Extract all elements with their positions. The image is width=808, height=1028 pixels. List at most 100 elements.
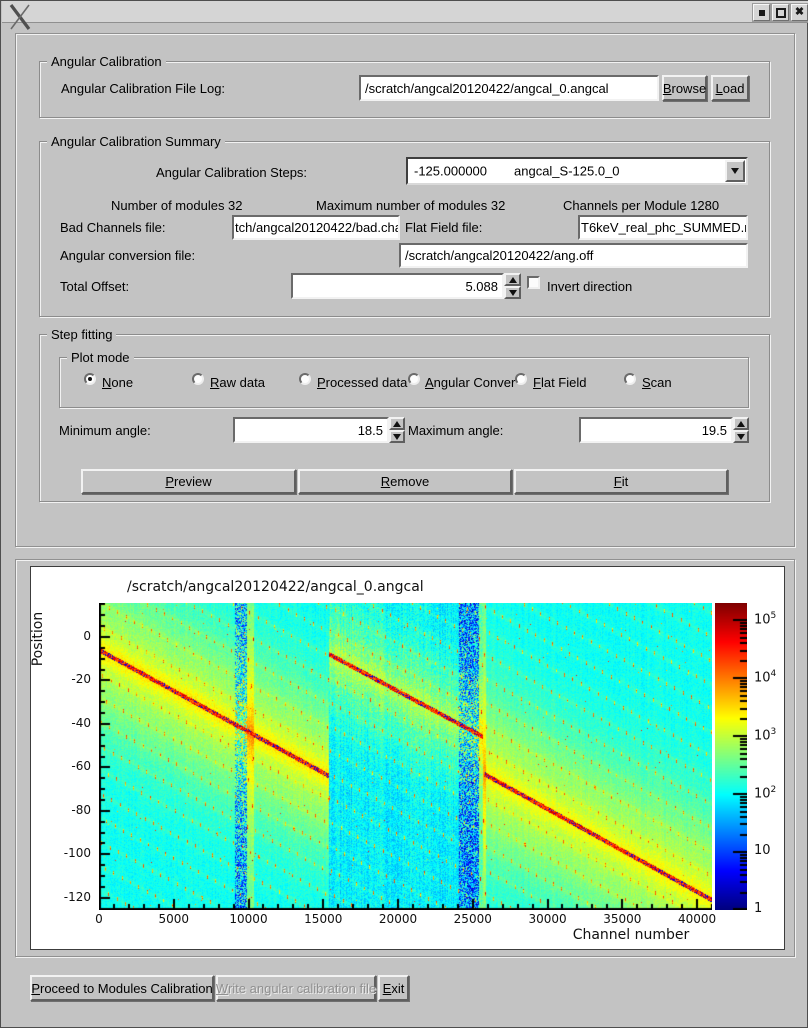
flat-field-input[interactable]: T6keV_real_phc_SUMMED.raw <box>578 215 748 240</box>
x-tick-label: 0 <box>95 912 103 926</box>
spin-down-button[interactable] <box>389 430 405 443</box>
dropdown-arrow-button[interactable] <box>725 160 745 182</box>
bad-channels-input[interactable]: tch/angcal20120422/bad.chan <box>232 215 400 240</box>
ang-conversion-value: /scratch/angcal20120422/ang.off <box>405 248 594 263</box>
exit-button[interactable]: Exit <box>378 975 409 1001</box>
write-angular-calibration-file-button: Write angular calibration file <box>216 975 376 1001</box>
y-tick-label: -60 <box>71 759 91 774</box>
file-log-value: /scratch/angcal20120422/angcal_0.angcal <box>365 80 609 96</box>
steps-name: angcal_S-125.0_0 <box>514 163 620 179</box>
max-angle-input[interactable]: 19.5 <box>579 417 733 443</box>
radio-raw-data-label[interactable]: Raw data <box>210 375 265 390</box>
ang-conversion-input[interactable]: /scratch/angcal20120422/ang.off <box>399 243 748 268</box>
spin-up-button[interactable] <box>733 417 749 430</box>
angular-calibration-legend: Angular Calibration <box>47 54 166 69</box>
arrow-up-icon <box>393 420 401 427</box>
bad-channels-label: Bad Channels file: <box>60 220 166 235</box>
radio-scan[interactable] <box>624 373 636 385</box>
spin-down-button[interactable] <box>504 286 521 299</box>
x-tick-label: 35000 <box>603 912 642 926</box>
x-axis-label: Channel number <box>572 927 690 943</box>
y-tick-label: -120 <box>63 889 91 904</box>
arrow-down-icon <box>737 433 745 440</box>
steps-value: -125.000000 <box>414 163 488 179</box>
y-tick-label: -100 <box>63 846 91 861</box>
spin-up-button[interactable] <box>389 417 405 430</box>
plot-title: /scratch/angcal20120422/angcal_0.angcal <box>127 579 424 595</box>
radio-angular-conversion-label[interactable]: Angular Conver <box>425 375 516 390</box>
y-tick-label: -40 <box>71 715 91 730</box>
x-tick-label: 30000 <box>528 912 567 926</box>
plot-mode-group <box>59 357 749 408</box>
y-tick-label: -80 <box>71 802 91 817</box>
preview-button[interactable]: Preview <box>81 469 296 494</box>
arrow-up-icon <box>508 276 517 283</box>
total-offset-input[interactable]: 5.088 <box>291 273 504 299</box>
titlebar[interactable]: ✖ <box>2 1 808 30</box>
load-button[interactable]: Load <box>711 75 749 101</box>
summary-group <box>39 141 770 317</box>
channels-info: Channels per Module 1280 <box>563 198 720 213</box>
invert-direction-label[interactable]: Invert direction <box>547 279 633 294</box>
spin-up-button[interactable] <box>504 273 521 286</box>
arrow-down-icon <box>393 433 401 440</box>
plot-panel <box>15 559 795 957</box>
form-panel <box>15 33 795 547</box>
min-angle-input[interactable]: 18.5 <box>233 417 389 443</box>
radio-raw-data[interactable] <box>192 373 204 385</box>
steps-label: Angular Calibration Steps: <box>156 165 308 180</box>
min-angle-value: 18.5 <box>357 422 383 438</box>
flat-field-label: Flat Field file: <box>405 220 483 235</box>
total-offset-spinner <box>504 273 521 299</box>
radio-none[interactable] <box>84 373 96 385</box>
heatmap-canvas <box>99 603 712 910</box>
fit-button[interactable]: Fit <box>514 469 728 494</box>
radio-processed-data-label[interactable]: Processed data <box>317 375 408 390</box>
arrow-down-icon <box>508 289 517 296</box>
radio-flat-field-label[interactable]: Flat Field <box>533 375 587 390</box>
max-angle-label: Maximum angle: <box>408 423 504 438</box>
step-fitting-legend: Step fitting <box>47 327 117 342</box>
x-tick-label: 20000 <box>378 912 418 926</box>
radio-none-label[interactable]: None <box>102 375 134 390</box>
maximize-button[interactable] <box>772 4 789 21</box>
colorbar-tick-label: 105 <box>754 611 777 628</box>
browse-button[interactable]: Browse <box>662 75 707 101</box>
maximize-icon <box>775 7 786 18</box>
min-angle-spinner <box>389 417 405 443</box>
radio-scan-label[interactable]: Scan <box>642 375 672 390</box>
proceed-to-modules-calibration-button[interactable]: Proceed to Modules Calibration <box>30 975 214 1001</box>
file-log-input[interactable]: /scratch/angcal20120422/angcal_0.angcal <box>359 75 659 101</box>
radio-flat-field[interactable] <box>515 373 527 385</box>
summary-legend: Angular Calibration Summary <box>47 134 225 149</box>
invert-direction-checkbox[interactable] <box>527 276 540 289</box>
remove-button[interactable]: Remove <box>298 469 512 494</box>
colorbar-tick-label: 102 <box>754 785 777 802</box>
close-icon: ✖ <box>794 6 805 18</box>
x-tick-label: 5000 <box>158 912 190 926</box>
plot-widget: /scratch/angcal20120422/angcal_0.angcal … <box>30 566 785 950</box>
x11-logo-icon <box>9 4 31 30</box>
radio-processed-data[interactable] <box>299 373 311 385</box>
total-offset-label: Total Offset: <box>60 279 130 294</box>
flat-field-value: T6keV_real_phc_SUMMED.raw <box>581 220 748 235</box>
spin-down-button[interactable] <box>733 430 749 443</box>
file-log-label: Angular Calibration File Log: <box>61 81 226 96</box>
radio-angular-conversion[interactable] <box>408 373 420 385</box>
max-angle-value: 19.5 <box>701 422 727 438</box>
minimize-button[interactable] <box>753 4 770 21</box>
max-modules-info: Maximum number of modules 32 <box>316 198 506 213</box>
step-fitting-group <box>39 334 770 502</box>
plot-mode-legend: Plot mode <box>67 350 134 365</box>
ang-conversion-label: Angular conversion file: <box>60 248 196 263</box>
minimize-icon <box>758 9 765 16</box>
x-tick-label: 10000 <box>229 912 268 926</box>
close-button[interactable]: ✖ <box>791 4 808 21</box>
bad-channels-value: tch/angcal20120422/bad.chan <box>235 220 400 235</box>
chevron-down-icon <box>731 168 739 174</box>
max-angle-spinner <box>733 417 749 443</box>
arrow-up-icon <box>737 420 745 427</box>
calibration-steps-select[interactable]: -125.000000 angcal_S-125.0_0 <box>406 157 748 185</box>
min-angle-label: Minimum angle: <box>59 423 151 438</box>
